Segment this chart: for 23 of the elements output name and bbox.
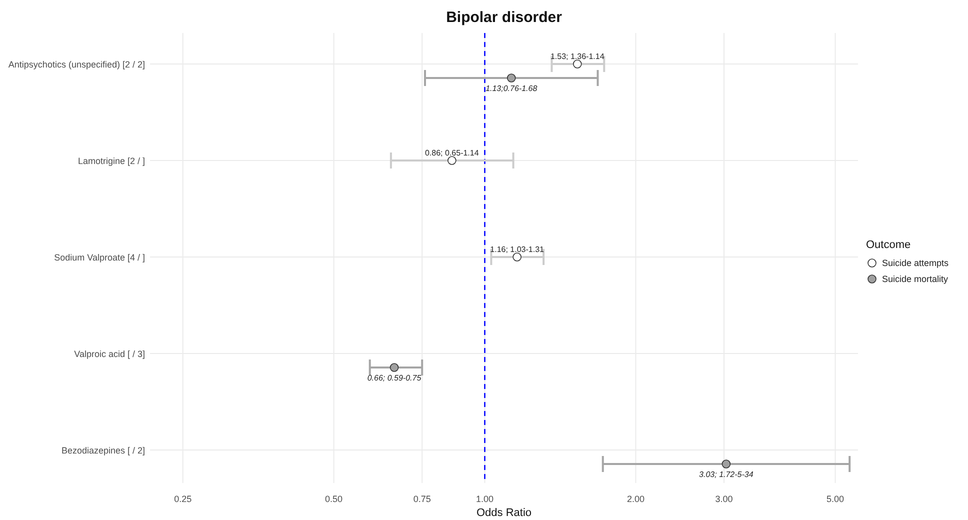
data-label: 1.16; 1.03-1.31 (490, 245, 545, 254)
data-label: 1.13;0.76-1.68 (486, 84, 538, 93)
data-label: 0.86; 0.65-1.14 (425, 148, 480, 158)
x-tick-label: 5.00 (826, 494, 844, 504)
x-axis-title: Odds Ratio (476, 507, 532, 519)
y-tick-label: Sodium Valproate [4 / ] (54, 252, 145, 262)
x-tick-label: 0.50 (325, 494, 343, 504)
x-tick-label: 0.75 (413, 494, 431, 504)
data-label: 1.53; 1.36-1.14 (550, 52, 605, 61)
legend-label: Suicide attempts (882, 258, 950, 268)
x-tick-label: 3.00 (715, 494, 733, 504)
legend-title: Outcome (866, 239, 911, 251)
y-tick-label: Antipsychotics (unspecified) [2 / 2] (8, 60, 145, 70)
x-tick-label: 2.00 (626, 494, 644, 504)
y-tick-label: Bezodiazepines [ / 2] (61, 446, 145, 456)
y-tick-label: Valproic acid [ / 3] (74, 349, 145, 359)
y-tick-label: Lamotrigine [2 / ] (78, 156, 145, 166)
x-tick-label: 0.25 (174, 494, 192, 504)
data-label: 0.66; 0.59-0.75 (367, 374, 422, 382)
legend-label: Suicide mortality (882, 274, 949, 284)
data-label: 3.03; 1.72-5-34 (699, 470, 754, 479)
x-tick-label: 1.00 (476, 494, 494, 504)
chart-title: Bipolar disorder (446, 9, 562, 26)
